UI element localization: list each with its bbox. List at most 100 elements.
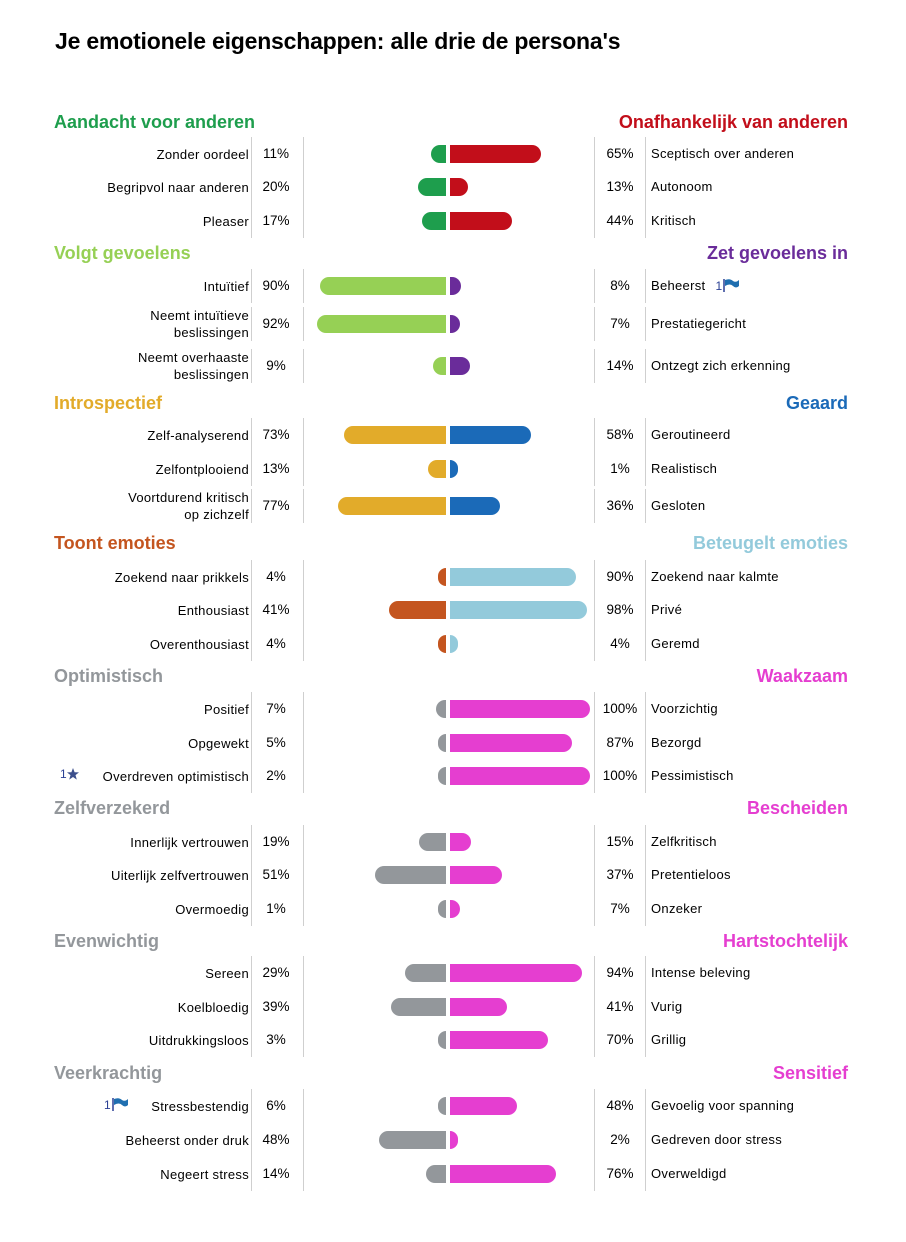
- trait-label-left: Opgewekt: [188, 735, 249, 751]
- trait-label-left: Negeert stress: [160, 1166, 249, 1182]
- row-divider: [594, 990, 595, 1024]
- trait-label-left: Zoekend naar prikkels: [114, 569, 249, 585]
- bar-left: [405, 964, 446, 982]
- trait-label-left: Beheerst onder druk: [125, 1132, 249, 1148]
- trait-label-left: Overmoedig: [175, 901, 249, 917]
- row-divider: [594, 560, 595, 594]
- row-divider: [251, 759, 252, 793]
- trait-label-right: Geroutineerd: [651, 427, 730, 442]
- bar-right: [450, 212, 512, 230]
- row-divider: [594, 892, 595, 926]
- bar-right: [450, 426, 532, 444]
- section-heading-right: Hartstochtelijk: [722, 931, 848, 951]
- value-left: 73%: [262, 427, 290, 442]
- section-heading-left: Zelfverzekerd: [54, 798, 171, 818]
- trait-label-left: Overenthousiast: [149, 636, 249, 652]
- row-divider: [645, 418, 646, 452]
- trait-label-left: Zonder oordeel: [156, 146, 249, 162]
- row-divider: [303, 269, 304, 303]
- section-heading-left: Introspectief: [54, 393, 163, 413]
- value-right: 58%: [606, 427, 634, 442]
- value-left: 17%: [262, 213, 290, 228]
- marker-count: 1: [60, 767, 67, 781]
- row-divider: [645, 825, 646, 859]
- row-divider: [594, 1089, 595, 1123]
- value-right: 36%: [606, 498, 634, 513]
- trait-label-text: Ontzegt zich erkenning: [651, 358, 791, 373]
- trait-label-text: Bezorgd: [651, 735, 702, 750]
- trait-label-right: Kritisch: [651, 213, 696, 228]
- row-divider: [251, 489, 252, 523]
- row-divider: [594, 627, 595, 661]
- trait-label-left: Koelbloedig: [177, 999, 249, 1015]
- value-left: 7%: [266, 701, 286, 716]
- bar-right: [450, 1097, 518, 1115]
- trait-label-left: Innerlijk vertrouwen: [130, 834, 249, 850]
- bar-left: [422, 212, 446, 230]
- bar-left: [388, 601, 446, 619]
- bar-left: [343, 426, 446, 444]
- trait-label-left: Voortdurend kritisch op zichzelf: [128, 490, 249, 522]
- row-divider: [594, 956, 595, 990]
- trait-label-text: Intense beleving: [651, 965, 751, 980]
- row-divider: [645, 1023, 646, 1057]
- row-divider: [303, 307, 304, 341]
- row-divider: [645, 1157, 646, 1191]
- trait-label-text: Geroutineerd: [651, 427, 731, 442]
- trait-label-left: Zelf-analyserend: [147, 427, 249, 443]
- trait-label-right: Zoekend naar kalmte: [651, 569, 779, 584]
- trait-label-text: Geremd: [651, 636, 700, 651]
- trait-label-right: Grillig: [651, 1032, 686, 1047]
- value-left: 19%: [262, 834, 290, 849]
- section-heading-right: Onafhankelijk van anderen: [618, 112, 848, 132]
- value-right: 48%: [606, 1098, 634, 1113]
- bar-right: [450, 277, 462, 295]
- section-heading-right: Beteugelt emoties: [692, 533, 848, 553]
- section-heading-right: Bescheiden: [746, 798, 848, 818]
- row-divider: [251, 956, 252, 990]
- flag-icon[interactable]: 1: [104, 1097, 129, 1112]
- row-divider: [251, 1123, 252, 1157]
- flag-icon[interactable]: 1: [715, 279, 740, 293]
- row-divider: [251, 692, 252, 726]
- star-icon[interactable]: 1: [60, 767, 79, 781]
- section-heading-right: Sensitief: [772, 1063, 848, 1083]
- bar-right: [450, 178, 469, 196]
- value-left: 5%: [266, 735, 286, 750]
- value-left: 3%: [266, 1032, 286, 1047]
- row-divider: [594, 1023, 595, 1057]
- value-left: 13%: [262, 461, 290, 476]
- row-divider: [645, 726, 646, 760]
- bar-right: [450, 497, 501, 515]
- row-divider: [645, 560, 646, 594]
- bar-left: [317, 315, 446, 333]
- trait-label-text: Onzeker: [651, 901, 703, 916]
- value-right: 7%: [610, 901, 630, 916]
- row-divider: [303, 349, 304, 383]
- bar-left: [338, 497, 446, 515]
- section-heading-left: Aandacht voor anderen: [54, 112, 256, 132]
- row-divider: [645, 269, 646, 303]
- trait-label-text: Overweldigd: [651, 1166, 727, 1181]
- row-divider: [645, 170, 646, 204]
- row-divider: [594, 418, 595, 452]
- row-divider: [645, 956, 646, 990]
- trait-label-right: Ontzegt zich erkenning: [651, 358, 791, 373]
- row-divider: [303, 418, 304, 452]
- section-heading-left: Optimistisch: [54, 666, 164, 686]
- value-left: 92%: [262, 316, 290, 331]
- bar-right: [450, 635, 458, 653]
- row-divider: [645, 349, 646, 383]
- row-divider: [594, 269, 595, 303]
- value-left: 4%: [266, 636, 286, 651]
- trait-label-left: Intuïtief: [203, 278, 249, 294]
- trait-label-left: Zelfontplooiend: [155, 461, 249, 477]
- trait-label-text: Voorzichtig: [651, 701, 718, 716]
- row-divider: [303, 759, 304, 793]
- row-divider: [645, 1123, 646, 1157]
- trait-label-right: Voorzichtig: [651, 701, 718, 716]
- row-divider: [645, 627, 646, 661]
- trait-label-right: Gedreven door stress: [651, 1132, 782, 1147]
- row-divider: [303, 1023, 304, 1057]
- bar-right: [450, 568, 576, 586]
